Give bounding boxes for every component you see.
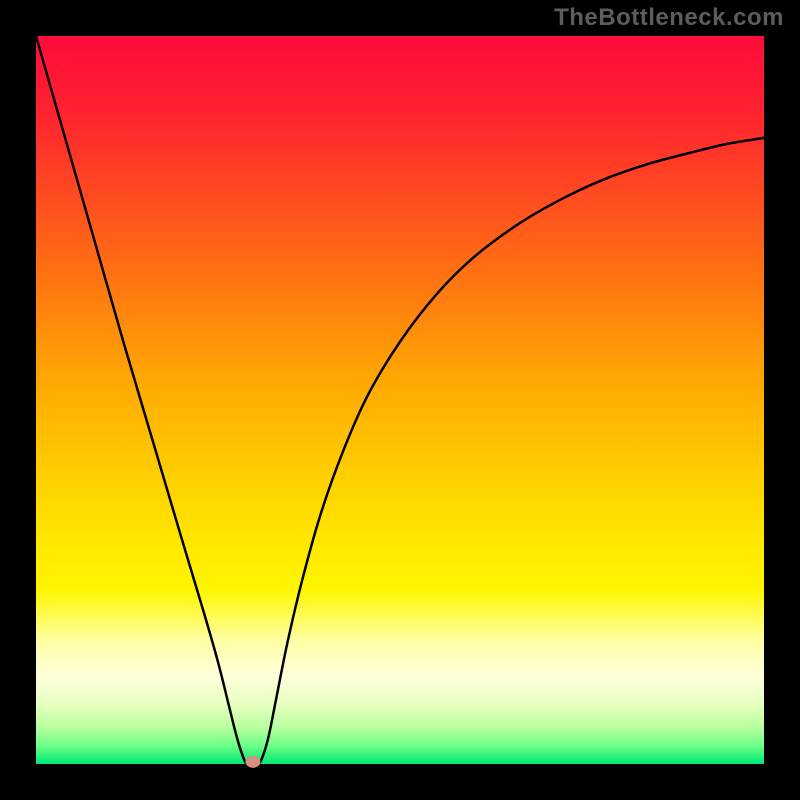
optimum-marker [245,756,260,768]
chart-background-gradient [36,36,764,764]
branding-label: TheBottleneck.com [554,4,784,32]
bottleneck-chart: TheBottleneck.com [0,0,800,800]
chart-svg [0,0,800,800]
